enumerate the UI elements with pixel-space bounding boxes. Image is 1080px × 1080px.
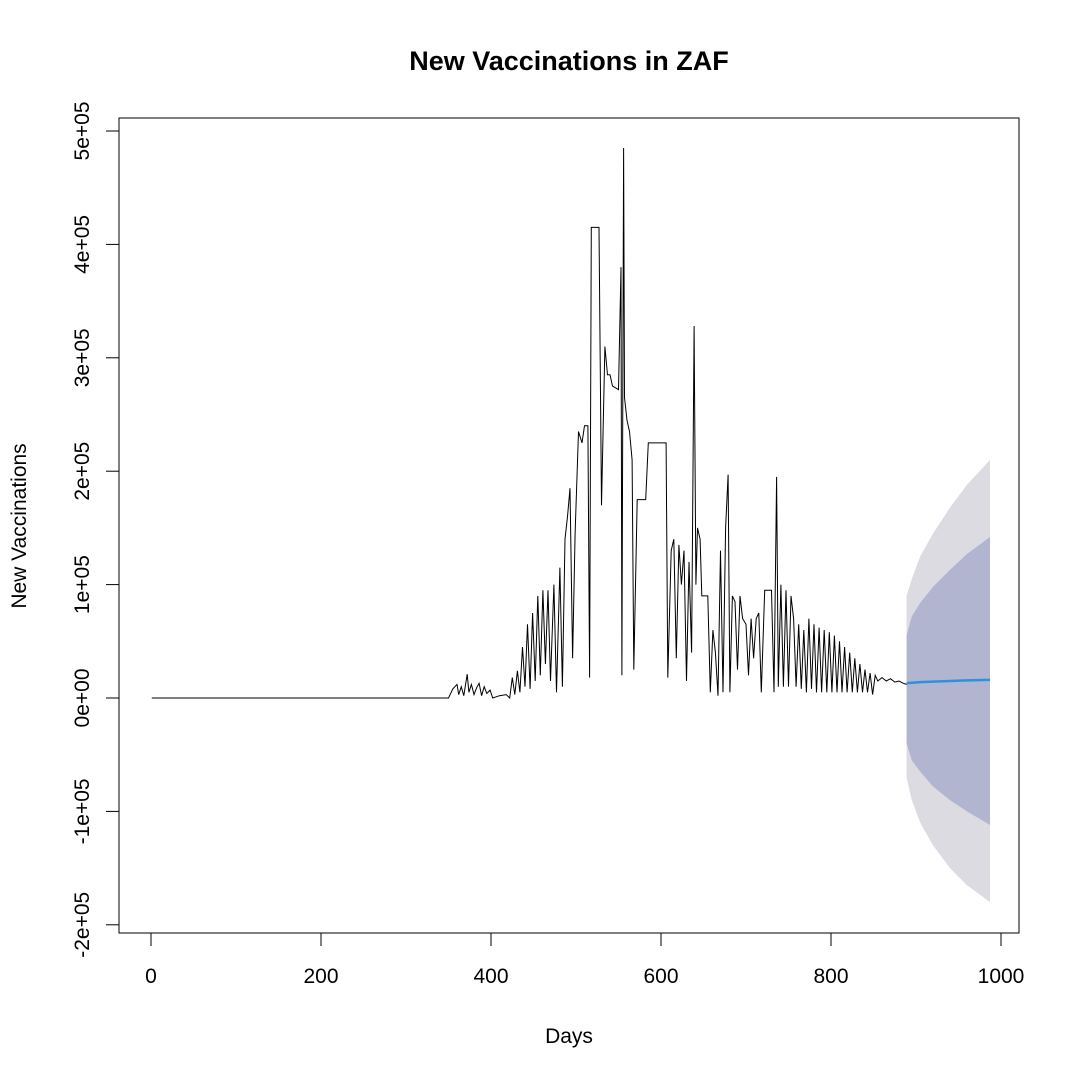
x-axis-label: Days [545, 1025, 593, 1048]
series-line-0 [151, 147, 907, 700]
x-tick-label: 800 [813, 965, 848, 988]
x-axis: 0 200 400 600 800 1000 [145, 932, 1025, 988]
series-layer [151, 147, 907, 700]
y-tick-label: -1e+05 [71, 778, 94, 844]
y-tick-label: 0e+00 [71, 669, 94, 728]
x-tick-label: 1000 [978, 965, 1025, 988]
chart-title: New Vaccinations in ZAF [409, 46, 729, 76]
y-tick-label: 2e+05 [71, 442, 94, 501]
y-axis-label: New Vaccinations [8, 443, 31, 608]
y-tick-label: -2e+05 [71, 892, 94, 958]
x-tick-label: 400 [473, 965, 508, 988]
y-tick-label: 3e+05 [71, 328, 94, 387]
y-axis: -2e+05 -1e+05 0e+00 1e+05 2e+05 3e+05 4e+05 5e+… [71, 102, 120, 958]
x-tick-label: 200 [303, 965, 338, 988]
y-tick-label: 4e+05 [71, 215, 94, 274]
forecast-mean-line [906, 678, 991, 685]
forecast-layer [906, 678, 991, 685]
y-tick-label: 1e+05 [71, 555, 94, 614]
y-tick-label: 5e+05 [71, 102, 94, 161]
x-tick-label: 0 [145, 965, 157, 988]
x-tick-label: 600 [643, 965, 678, 988]
